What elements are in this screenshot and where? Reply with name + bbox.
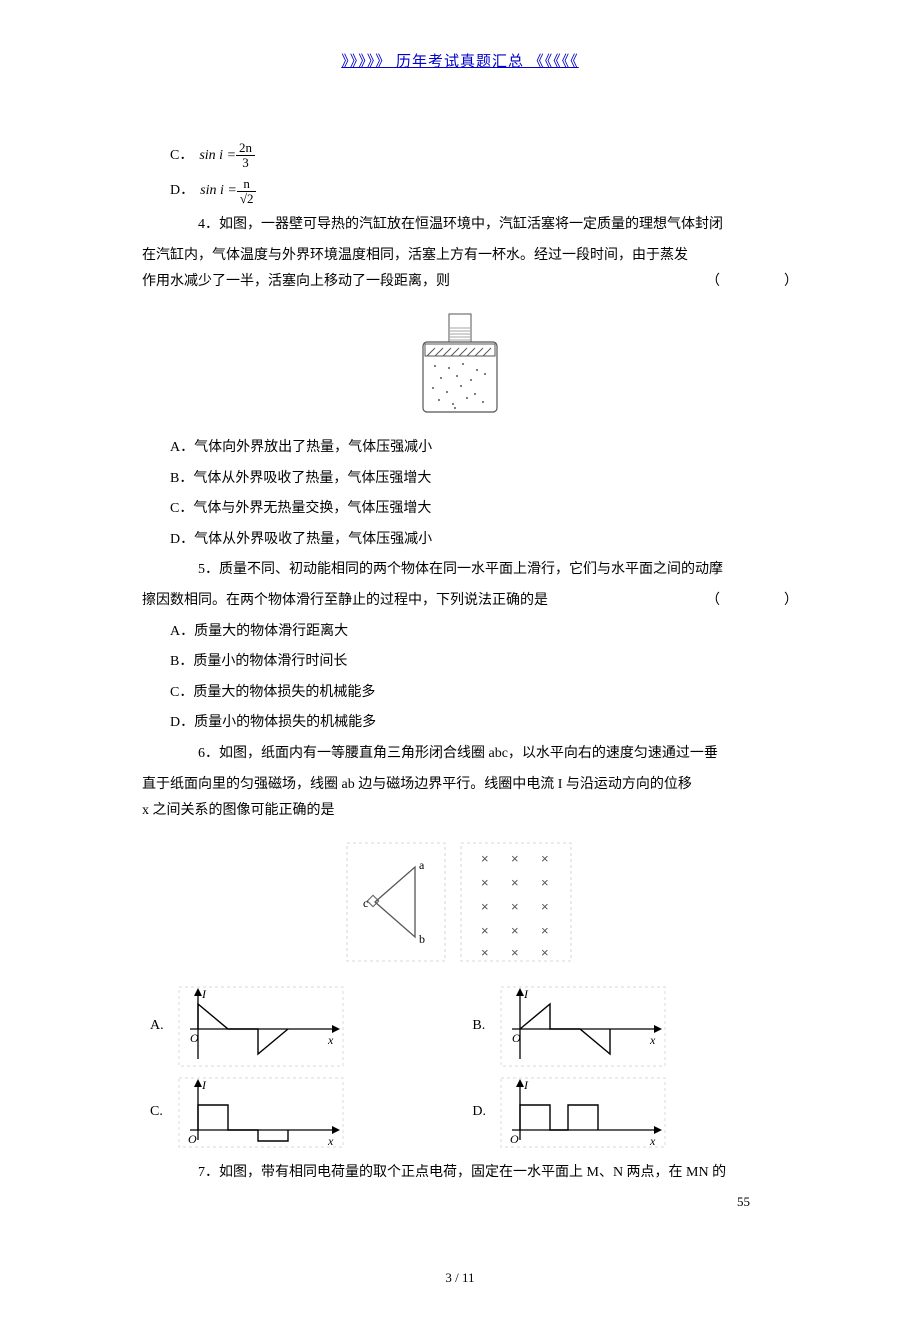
q4-stem-line3: 作用水减少了一半，活塞向上移动了一段距离，则 （ ） <box>110 269 810 296</box>
q4-optA: A．气体向外界放出了热量，气体压强减小 <box>110 435 810 462</box>
q6-graph-c: C. I O x <box>150 1075 448 1150</box>
q5-optD: D．质量小的物体损失的机械能多 <box>110 710 810 737</box>
svg-text:x: x <box>649 1033 656 1047</box>
q6-optA-label: A. <box>150 1018 170 1034</box>
svg-text:×: × <box>541 899 549 914</box>
triangle-field-figure: a b c × × × × × × × × × × × × × × × <box>345 837 575 967</box>
q5-stem-line2-text: 擦因数相同。在两个物体滑行至静止的过程中，下列说法正确的是 <box>142 593 548 608</box>
q4-paren: （ ） <box>706 269 810 296</box>
svg-text:×: × <box>541 923 549 938</box>
svg-text:×: × <box>541 945 549 960</box>
svg-text:×: × <box>511 923 519 938</box>
q3-optD-num: n <box>237 177 257 192</box>
svg-text:×: × <box>511 899 519 914</box>
q6-stem-line2: 直于纸面向里的匀强磁场，线圈 ab 边与磁场边界平行。线圈中电流 I 与沿运动方… <box>110 772 810 799</box>
svg-text:×: × <box>481 945 489 960</box>
q4-optC: C．气体与外界无热量交换，气体压强增大 <box>110 496 810 523</box>
svg-text:O: O <box>510 1132 519 1146</box>
q3-optD-frac: n √2 <box>237 177 257 207</box>
q5-stem-line2: 擦因数相同。在两个物体滑行至静止的过程中，下列说法正确的是 （ ） <box>110 588 810 615</box>
tri-label-b: b <box>419 932 425 946</box>
svg-text:I: I <box>201 987 207 1001</box>
svg-text:x: x <box>327 1033 334 1047</box>
q5-optB: B．质量小的物体滑行时间长 <box>110 649 810 676</box>
svg-text:×: × <box>481 875 489 890</box>
q6-optC-label: C. <box>150 1104 170 1120</box>
q3-optC-frac: 2n 3 <box>236 141 255 171</box>
q3-optC-den: 3 <box>236 156 255 170</box>
svg-text:×: × <box>511 945 519 960</box>
q4-stem-line2: 在汽缸内，气体温度与外界环境温度相同，活塞上方有一杯水。经过一段时间，由于蒸发 <box>110 243 810 270</box>
svg-text:I: I <box>201 1078 207 1092</box>
q6-stem-line3: x 之间关系的图像可能正确的是 <box>110 798 810 825</box>
q6-graphs: A. I O x B. I O <box>110 984 810 1156</box>
q5-stem-line1: 5．质量不同、初动能相同的两个物体在同一水平面上滑行，它们与水平面之间的动摩 <box>110 557 810 584</box>
svg-text:×: × <box>481 851 489 866</box>
q4-figure <box>110 308 810 423</box>
q4-optD: D．气体从外界吸收了热量，气体压强减小 <box>110 527 810 554</box>
cylinder-piston-figure <box>405 308 515 418</box>
q4-stem-line1: 4．如图，一器壁可导热的汽缸放在恒温环境中，汽缸活塞将一定质量的理想气体封闭 <box>110 212 810 239</box>
header-link-container: 》》》》》 历年考试真题汇总 《《《《《 <box>110 50 810 71</box>
svg-text:×: × <box>511 875 519 890</box>
q7-stem-line1: 7．如图，带有相同电荷量的取个正点电荷，固定在一水平面上 M、N 两点，在 MN… <box>110 1160 810 1187</box>
q4-stem-line3-text: 作用水减少了一半，活塞向上移动了一段距离，则 <box>142 274 450 289</box>
q3-option-c: C． sin i = 2n 3 <box>110 141 810 171</box>
q3-optC-num: 2n <box>236 141 255 156</box>
svg-text:O: O <box>512 1031 521 1045</box>
q5-optC: C．质量大的物体损失的机械能多 <box>110 680 810 707</box>
q3-optC-text: sin i = <box>199 145 236 167</box>
svg-text:×: × <box>481 899 489 914</box>
graph-d-svg: I O x <box>498 1075 668 1150</box>
q4-optB: B．气体从外界吸收了热量，气体压强增大 <box>110 466 810 493</box>
svg-text:×: × <box>541 875 549 890</box>
tri-label-c: c <box>363 896 368 910</box>
svg-text:×: × <box>511 851 519 866</box>
svg-text:O: O <box>190 1031 199 1045</box>
q5-paren: （ ） <box>706 588 810 615</box>
q6-graph-d: D. I O x <box>472 1075 770 1150</box>
graph-c-svg: I O x <box>176 1075 346 1150</box>
svg-text:I: I <box>523 987 529 1001</box>
svg-text:×: × <box>541 851 549 866</box>
q6-figure: a b c × × × × × × × × × × × × × × × <box>110 837 810 972</box>
tri-label-a: a <box>419 858 425 872</box>
side-page-number: 55 <box>110 1194 810 1210</box>
q6-graph-a: A. I O x <box>150 984 448 1069</box>
svg-text:x: x <box>649 1134 656 1148</box>
q6-graph-b: B. I O x <box>472 984 770 1069</box>
q3-optC-label: C． <box>170 145 193 167</box>
q3-optD-text: sin i = <box>200 180 237 202</box>
svg-text:O: O <box>188 1132 197 1146</box>
svg-text:I: I <box>523 1078 529 1092</box>
exam-archive-link[interactable]: 》》》》》 历年考试真题汇总 《《《《《 <box>341 54 579 70</box>
graph-a-svg: I O x <box>176 984 346 1069</box>
q6-optB-label: B. <box>472 1018 492 1034</box>
q6-stem-line1: 6．如图，纸面内有一等腰直角三角形闭合线圈 abc，以水平向右的速度匀速通过一垂 <box>110 741 810 768</box>
graph-b-svg: I O x <box>498 984 668 1069</box>
q6-optD-label: D. <box>472 1104 492 1120</box>
svg-text:x: x <box>327 1134 334 1148</box>
q3-option-d: D． sin i = n √2 <box>110 177 810 207</box>
q5-optA: A．质量大的物体滑行距离大 <box>110 619 810 646</box>
footer-page-number: 3 / 11 <box>110 1270 810 1286</box>
svg-text:×: × <box>481 923 489 938</box>
q3-optD-den: √2 <box>237 192 257 206</box>
q3-optD-label: D． <box>170 180 194 202</box>
